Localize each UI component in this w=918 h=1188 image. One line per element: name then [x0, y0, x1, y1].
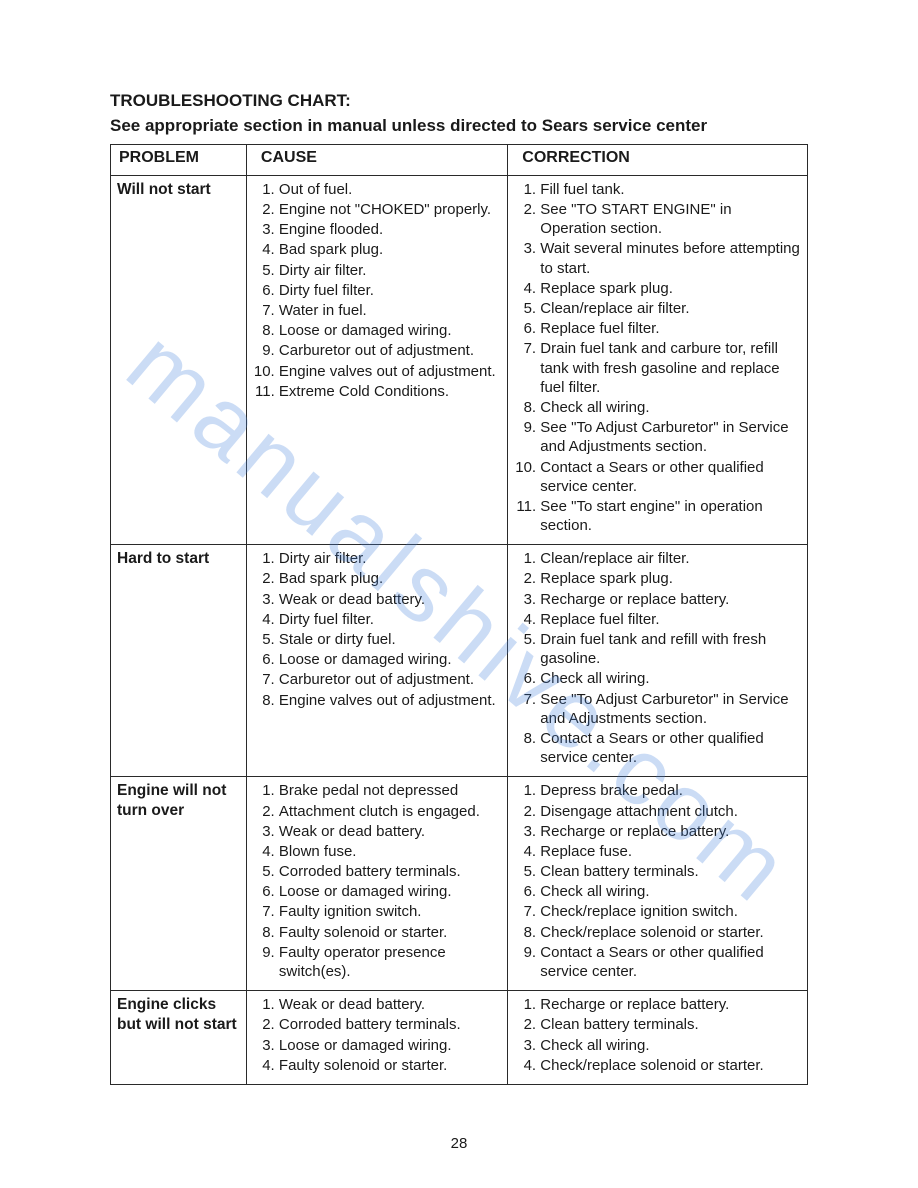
cause-item: Weak or dead battery. [279, 822, 501, 842]
cause-item: Engine not "CHOKED" properly. [279, 200, 501, 220]
cause-item: Blown fuse. [279, 842, 501, 862]
cause-item: Engine valves out of adjustment. [279, 691, 501, 711]
correction-item: Replace spark plug. [540, 279, 801, 299]
cause-item: Bad spark plug. [279, 569, 501, 589]
correction-item: Wait several minutes before attempting t… [540, 239, 801, 278]
page-subtitle: See appropriate section in manual unless… [110, 115, 808, 138]
correction-item: See "TO START ENGINE" in Operation secti… [540, 200, 801, 239]
cause-list: Dirty air filter.Bad spark plug.Weak or … [253, 549, 501, 711]
table-body: Will not startOut of fuel.Engine not "CH… [111, 175, 808, 1084]
correction-item: Replace spark plug. [540, 569, 801, 589]
table-header-row: PROBLEM CAUSE CORRECTION [111, 144, 808, 175]
correction-list: Clean/replace air filter.Replace spark p… [514, 549, 801, 768]
correction-item: Disengage attachment clutch. [540, 802, 801, 822]
cause-item: Loose or damaged wiring. [279, 1036, 501, 1056]
cause-item: Dirty fuel filter. [279, 281, 501, 301]
correction-item: See "To start engine" in operation secti… [540, 497, 801, 536]
cause-item: Attachment clutch is engaged. [279, 802, 501, 822]
cause-item: Loose or damaged wiring. [279, 882, 501, 902]
cause-item: Dirty fuel filter. [279, 610, 501, 630]
cause-cell: Weak or dead battery.Corroded battery te… [246, 991, 507, 1085]
cause-item: Bad spark plug. [279, 240, 501, 260]
correction-cell: Clean/replace air filter.Replace spark p… [508, 545, 808, 777]
correction-item: Fill fuel tank. [540, 180, 801, 200]
cause-item: Engine valves out of adjustment. [279, 362, 501, 382]
cause-item: Water in fuel. [279, 301, 501, 321]
correction-item: Contact a Sears or other qualified servi… [540, 729, 801, 768]
cause-cell: Out of fuel.Engine not "CHOKED" properly… [246, 175, 507, 544]
correction-cell: Fill fuel tank.See "TO START ENGINE" in … [508, 175, 808, 544]
cause-item: Corroded battery terminals. [279, 862, 501, 882]
table-row: Engine clicks but will not startWeak or … [111, 991, 808, 1085]
correction-item: Contact a Sears or other qualified servi… [540, 943, 801, 982]
problem-cell: Engine clicks but will not start [111, 991, 247, 1085]
table-row: Hard to startDirty air filter.Bad spark … [111, 545, 808, 777]
cause-item: Out of fuel. [279, 180, 501, 200]
page-title: TROUBLESHOOTING CHART: [110, 90, 808, 113]
correction-item: Clean battery terminals. [540, 862, 801, 882]
correction-item: Depress brake pedal. [540, 781, 801, 801]
table-row: Engine will not turn overBrake pedal not… [111, 777, 808, 991]
correction-item: Check all wiring. [540, 1036, 801, 1056]
correction-cell: Recharge or replace battery.Clean batter… [508, 991, 808, 1085]
correction-item: Clean battery terminals. [540, 1015, 801, 1035]
cause-item: Faulty solenoid or starter. [279, 1056, 501, 1076]
cause-cell: Dirty air filter.Bad spark plug.Weak or … [246, 545, 507, 777]
cause-item: Loose or damaged wiring. [279, 650, 501, 670]
cause-list: Out of fuel.Engine not "CHOKED" properly… [253, 180, 501, 402]
correction-cell: Depress brake pedal.Disengage attachment… [508, 777, 808, 991]
correction-item: See "To Adjust Carburetor" in Service an… [540, 418, 801, 457]
correction-item: Recharge or replace battery. [540, 995, 801, 1015]
cause-item: Stale or dirty fuel. [279, 630, 501, 650]
col-header-problem: PROBLEM [111, 144, 247, 175]
correction-item: See "To Adjust Carburetor" in Service an… [540, 690, 801, 729]
troubleshooting-table: PROBLEM CAUSE CORRECTION Will not startO… [110, 144, 808, 1085]
correction-item: Check/replace solenoid or starter. [540, 923, 801, 943]
correction-item: Drain fuel tank and carbure tor, refill … [540, 339, 801, 398]
correction-item: Replace fuel filter. [540, 610, 801, 630]
col-header-cause: CAUSE [246, 144, 507, 175]
correction-item: Contact a Sears or other qualified servi… [540, 458, 801, 497]
cause-item: Carburetor out of adjustment. [279, 341, 501, 361]
correction-item: Clean/replace air filter. [540, 299, 801, 319]
correction-item: Replace fuse. [540, 842, 801, 862]
correction-list: Depress brake pedal.Disengage attachment… [514, 781, 801, 982]
col-header-correction: CORRECTION [508, 144, 808, 175]
correction-item: Drain fuel tank and refill with fresh ga… [540, 630, 801, 669]
cause-item: Weak or dead battery. [279, 995, 501, 1015]
correction-item: Check all wiring. [540, 669, 801, 689]
cause-cell: Brake pedal not depressedAttachment clut… [246, 777, 507, 991]
correction-item: Check all wiring. [540, 398, 801, 418]
table-row: Will not startOut of fuel.Engine not "CH… [111, 175, 808, 544]
cause-list: Weak or dead battery.Corroded battery te… [253, 995, 501, 1076]
cause-item: Dirty air filter. [279, 549, 501, 569]
correction-item: Replace fuel filter. [540, 319, 801, 339]
cause-item: Weak or dead battery. [279, 590, 501, 610]
problem-cell: Will not start [111, 175, 247, 544]
cause-item: Engine flooded. [279, 220, 501, 240]
cause-item: Faulty ignition switch. [279, 902, 501, 922]
correction-item: Check/replace ignition switch. [540, 902, 801, 922]
cause-item: Dirty air filter. [279, 261, 501, 281]
page-number: 28 [0, 1135, 918, 1152]
correction-item: Recharge or replace battery. [540, 822, 801, 842]
correction-item: Recharge or replace battery. [540, 590, 801, 610]
correction-item: Check/replace solenoid or starter. [540, 1056, 801, 1076]
cause-item: Extreme Cold Conditions. [279, 382, 501, 402]
problem-cell: Engine will not turn over [111, 777, 247, 991]
correction-item: Check all wiring. [540, 882, 801, 902]
page-content: TROUBLESHOOTING CHART: See appropriate s… [0, 0, 918, 1125]
cause-item: Carburetor out of adjustment. [279, 670, 501, 690]
cause-item: Faulty solenoid or starter. [279, 923, 501, 943]
cause-item: Loose or damaged wiring. [279, 321, 501, 341]
cause-list: Brake pedal not depressedAttachment clut… [253, 781, 501, 982]
correction-list: Recharge or replace battery.Clean batter… [514, 995, 801, 1076]
cause-item: Faulty operator presence switch(es). [279, 943, 501, 982]
cause-item: Brake pedal not depressed [279, 781, 501, 801]
correction-list: Fill fuel tank.See "TO START ENGINE" in … [514, 180, 801, 536]
problem-cell: Hard to start [111, 545, 247, 777]
cause-item: Corroded battery terminals. [279, 1015, 501, 1035]
correction-item: Clean/replace air filter. [540, 549, 801, 569]
